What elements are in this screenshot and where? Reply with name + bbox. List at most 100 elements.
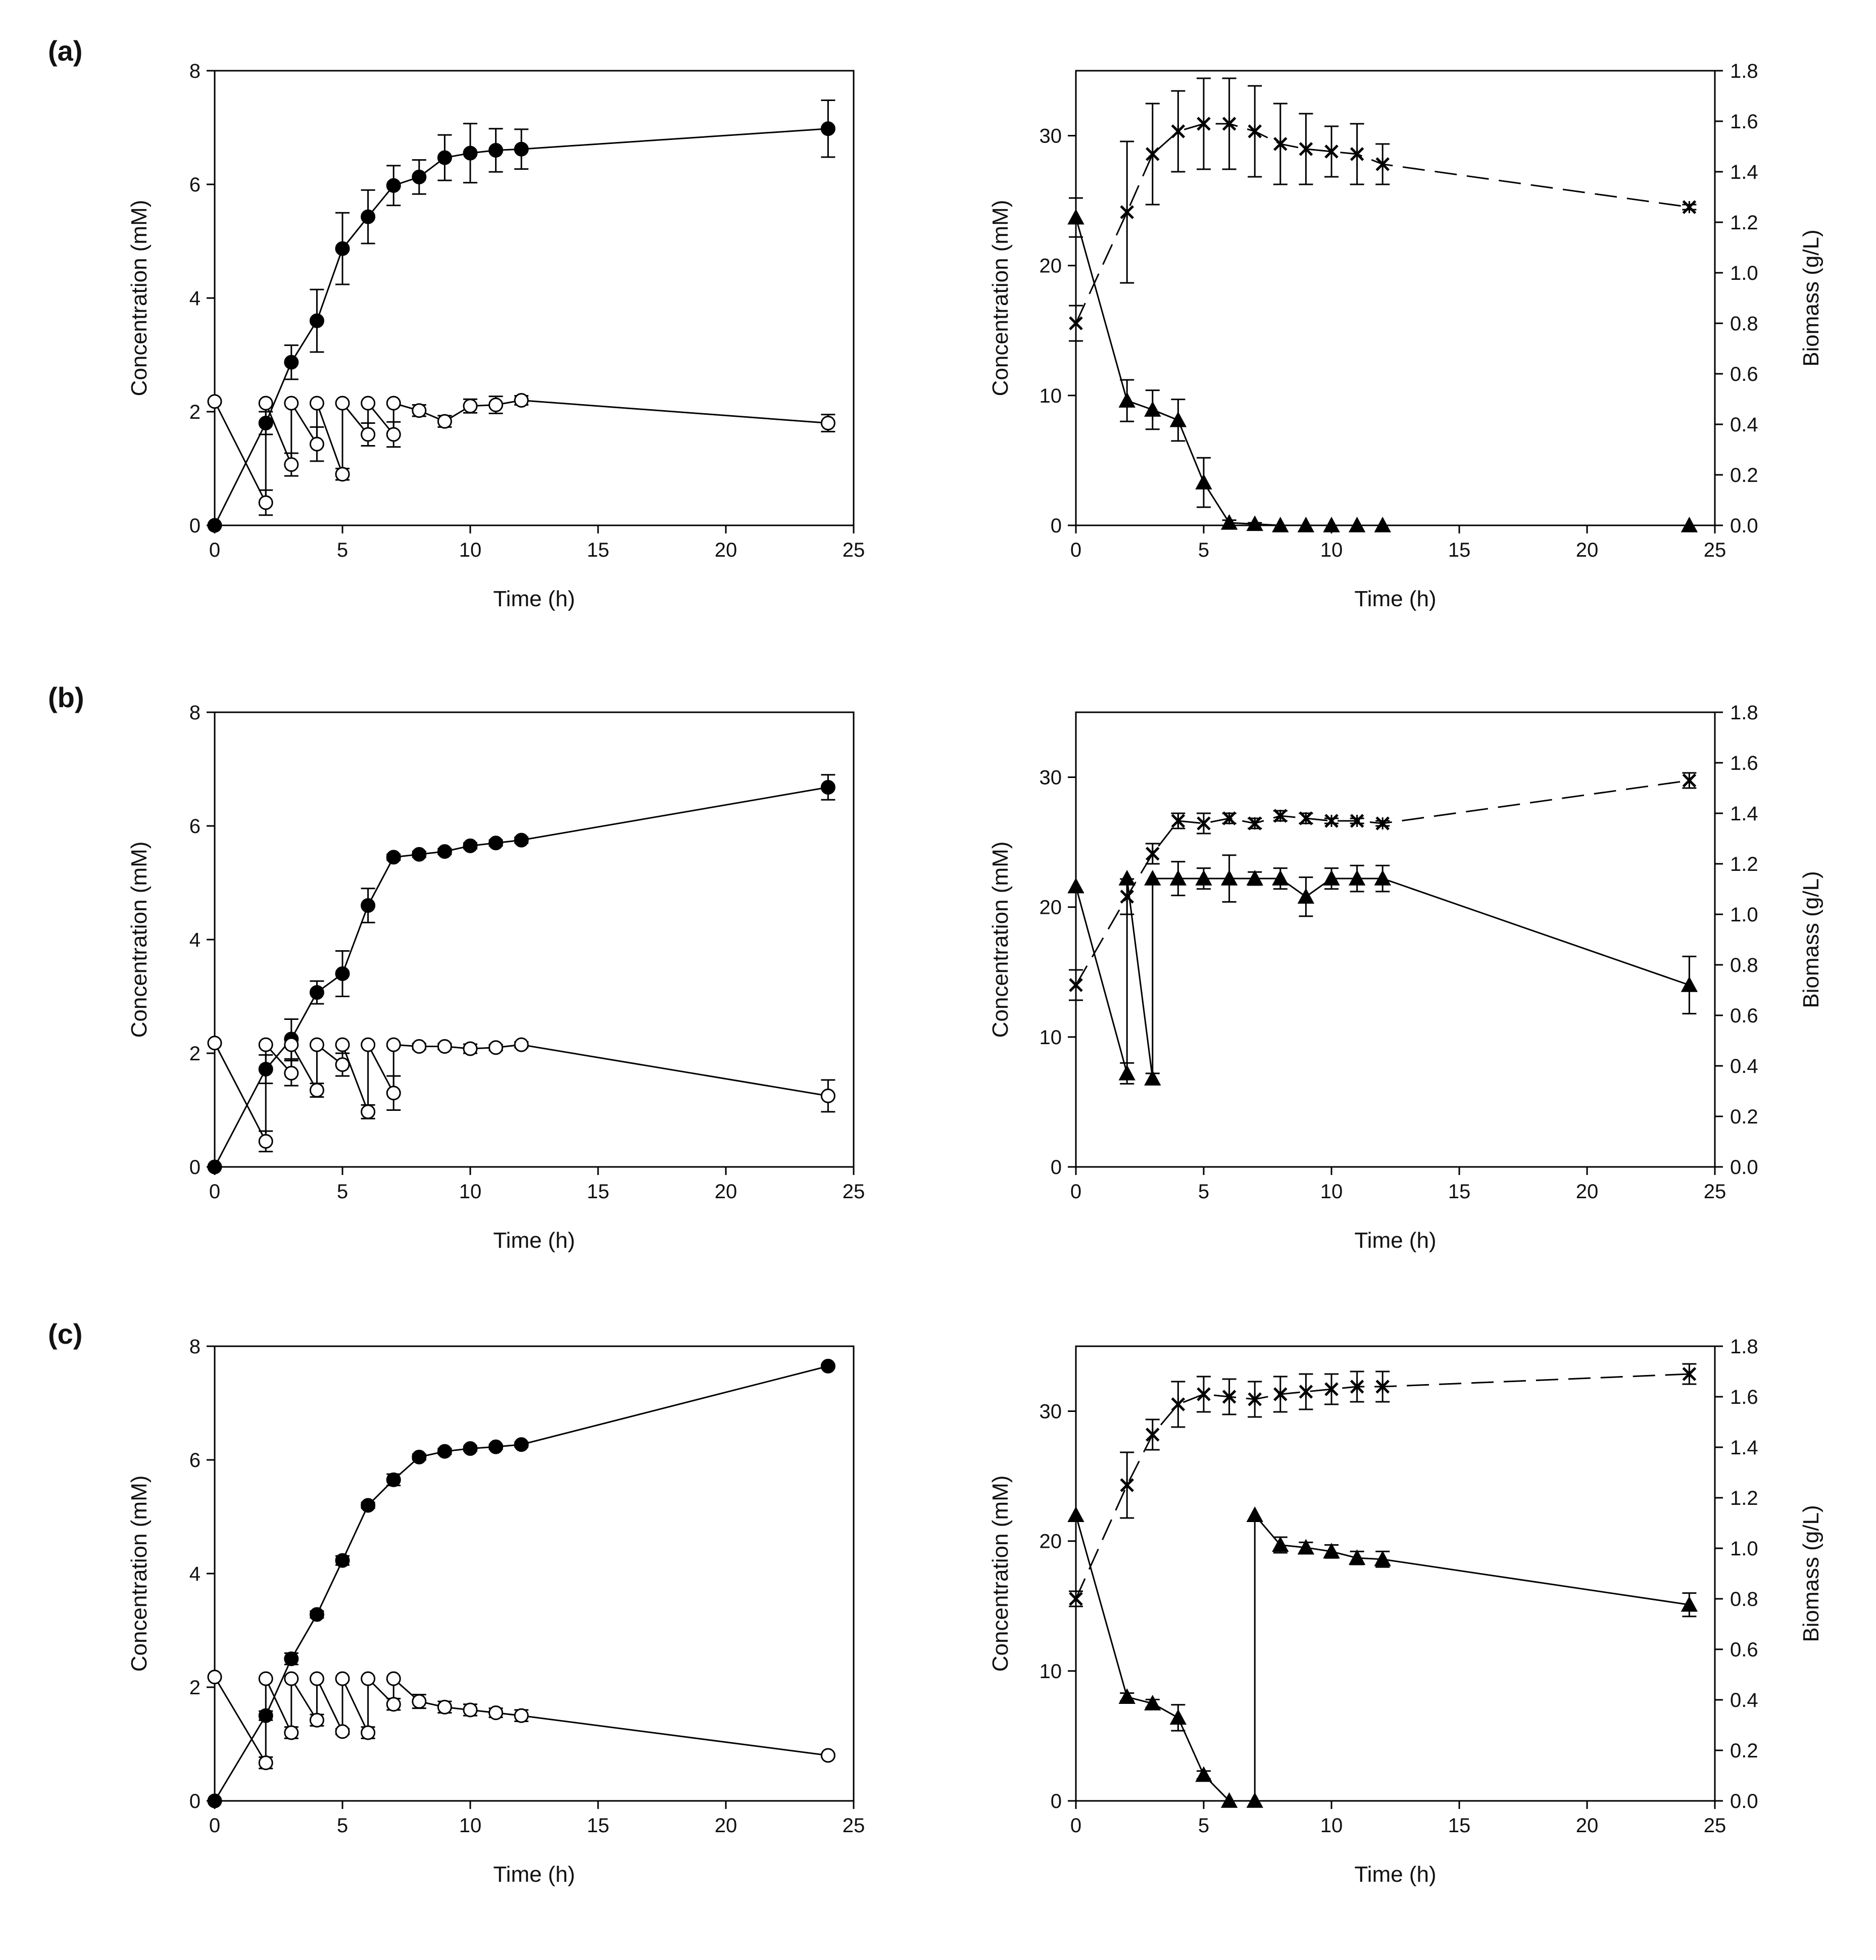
x-tick-label: 10 <box>1320 1815 1343 1837</box>
x-tick-label: 10 <box>459 1181 482 1203</box>
y2-tick-label: 1.2 <box>1730 1487 1758 1509</box>
plot-frame <box>1075 711 1716 1168</box>
data-point-circle-open <box>463 1702 478 1718</box>
data-point-circle-open <box>361 1104 376 1119</box>
x-tick-label: 20 <box>715 539 737 561</box>
x-tick-label: 15 <box>587 1181 610 1203</box>
data-point-circle-open <box>335 467 350 482</box>
y2-tick-label: 0.2 <box>1730 1740 1758 1762</box>
y-axis-label: Concentration (mM) <box>127 842 152 1038</box>
data-point-circle-open <box>386 427 401 442</box>
y2-tick-label: 1.2 <box>1730 212 1758 234</box>
data-point-circle-open <box>463 1041 478 1056</box>
data-point-cross <box>1171 814 1186 828</box>
x-tick-label: 15 <box>587 539 610 561</box>
data-point-cross <box>1120 890 1134 904</box>
data-point-circle-open <box>488 1040 504 1055</box>
series-cross <box>1069 77 1697 342</box>
data-point-circle-filled <box>284 1651 299 1667</box>
series-line <box>214 399 828 503</box>
data-point-cross <box>1146 147 1160 161</box>
panel-label-a: (a) <box>48 35 82 67</box>
y2-tick-label: 1.6 <box>1730 752 1758 774</box>
y2-tick-label: 1.0 <box>1730 904 1758 926</box>
data-point-circle-filled <box>309 313 324 328</box>
series-triangle-filled <box>1067 1506 1698 1808</box>
x-tick-label: 5 <box>337 539 348 561</box>
data-point-circle-open <box>361 1671 376 1686</box>
data-point-circle-filled <box>514 832 529 848</box>
series-circle-open <box>207 1036 835 1153</box>
data-point-circle-open <box>335 1057 350 1072</box>
data-point-triangle-filled <box>1681 976 1698 992</box>
y2-tick-label: 0.8 <box>1730 954 1758 976</box>
series-triangle-filled <box>1067 854 1698 1086</box>
y2-axis-label: Biomass (g/L) <box>1799 871 1823 1008</box>
data-point-circle-filled <box>386 1472 401 1487</box>
data-point-circle-open <box>207 1670 222 1685</box>
data-point-circle-filled <box>207 1793 222 1808</box>
x-tick-label: 0 <box>1070 539 1081 561</box>
y-tick-label: 6 <box>189 174 201 196</box>
y2-tick-label: 0.4 <box>1730 1055 1758 1077</box>
data-point-circle-filled <box>412 169 427 184</box>
y2-tick-label: 1.4 <box>1730 803 1758 825</box>
data-point-circle-open <box>361 1725 376 1740</box>
data-point-circle-open <box>386 1037 401 1052</box>
data-point-circle-open <box>437 1039 452 1054</box>
data-point-circle-open <box>284 1037 299 1052</box>
data-point-cross <box>1350 147 1364 161</box>
data-point-triangle-filled <box>1144 1695 1161 1710</box>
data-point-cross <box>1324 1382 1339 1396</box>
data-point-circle-filled <box>207 1159 222 1174</box>
chart-b-left: 0 5 10 15 20 25 0 2 4 6 8 Time (h) Concentration (mM… <box>127 702 865 1253</box>
data-point-triangle-filled <box>1144 1070 1161 1086</box>
data-point-circle-filled <box>386 178 401 193</box>
data-point-circle-open <box>309 1712 324 1728</box>
data-point-circle-open <box>207 394 222 409</box>
data-point-cross <box>1069 978 1083 992</box>
data-point-triangle-filled <box>1246 1792 1263 1808</box>
data-point-circle-open <box>437 1699 452 1714</box>
data-point-circle-filled <box>412 847 427 862</box>
series-circle-filled <box>207 100 835 533</box>
data-point-cross <box>1171 124 1186 138</box>
y-tick-label: 10 <box>1040 1660 1062 1683</box>
data-point-circle-open <box>258 495 273 510</box>
data-point-cross <box>1299 142 1313 156</box>
chart-c-right: 0 5 10 15 20 25 0 10 20 30 0.0 0.2 0.4 0.6 0.8 1.0 1.2 1.… <box>988 1336 1823 1887</box>
y-axis-label: Concentration (mM) <box>127 1476 152 1672</box>
x-axis-label: Time (h) <box>493 1862 575 1887</box>
y-tick-label: 0 <box>1051 1156 1062 1179</box>
data-point-cross <box>1120 205 1134 219</box>
x-tick-label: 10 <box>459 1815 482 1837</box>
x-axis-label: Time (h) <box>493 586 575 611</box>
x-tick-label: 5 <box>1198 539 1209 561</box>
data-point-cross <box>1350 1380 1364 1394</box>
y2-tick-label: 0.2 <box>1730 1106 1758 1128</box>
data-point-triangle-filled <box>1195 870 1212 886</box>
x-tick-label: 20 <box>1576 1181 1599 1203</box>
data-point-circle-open <box>258 396 273 411</box>
data-point-circle-open <box>488 1705 504 1721</box>
data-point-circle-open <box>258 1755 273 1771</box>
x-tick-label: 25 <box>843 1181 865 1203</box>
y-tick-label: 2 <box>189 1043 201 1065</box>
data-point-cross <box>1222 811 1237 825</box>
y-tick-label: 0 <box>189 1156 201 1179</box>
y2-tick-label: 0.8 <box>1730 1588 1758 1610</box>
data-point-triangle-filled <box>1246 870 1263 886</box>
data-point-circle-filled <box>361 1498 376 1513</box>
data-point-circle-open <box>258 1134 273 1149</box>
y-tick-label: 0 <box>1051 515 1062 537</box>
y-tick-label: 2 <box>189 1677 201 1699</box>
data-point-circle-open <box>258 1671 273 1686</box>
data-point-triangle-filled <box>1348 516 1366 532</box>
y-tick-label: 10 <box>1040 385 1062 407</box>
data-point-triangle-filled <box>1272 516 1289 532</box>
series-circle-open <box>207 1670 835 1771</box>
data-point-cross <box>1273 1387 1288 1401</box>
data-point-triangle-filled <box>1323 516 1340 532</box>
data-point-circle-open <box>820 1748 835 1763</box>
y-tick-label: 0 <box>189 515 201 537</box>
